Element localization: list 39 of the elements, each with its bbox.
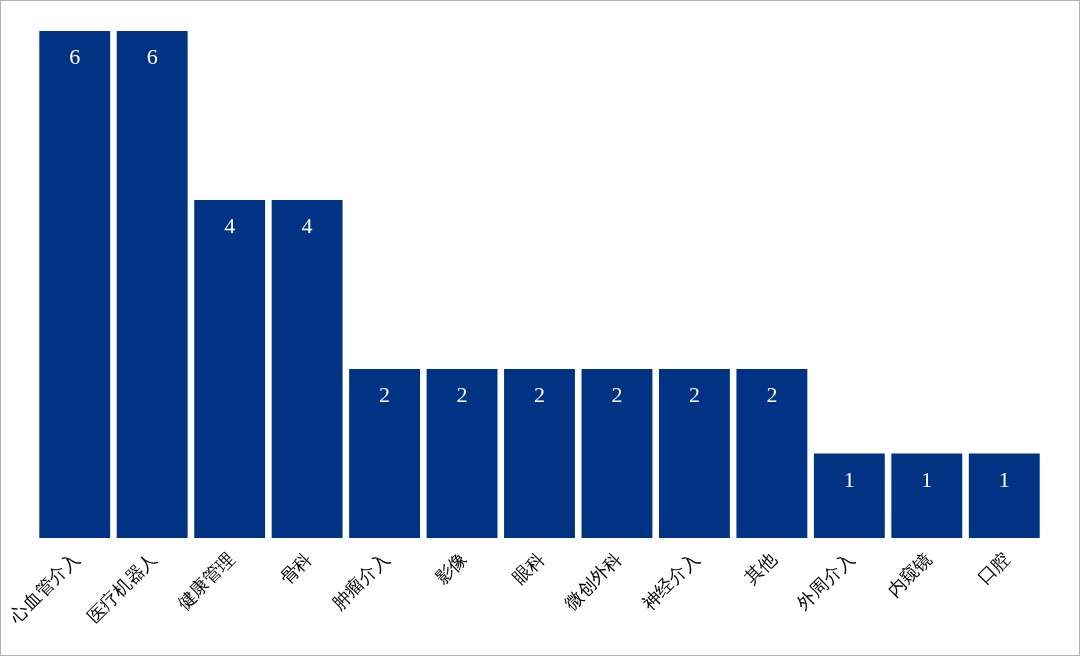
- data-label: 2: [766, 382, 778, 407]
- bar: [194, 200, 266, 538]
- bar: [349, 369, 421, 538]
- x-tick-label: 眼科: [508, 548, 549, 589]
- bar: [504, 369, 575, 538]
- x-tick-label: 口腔: [973, 548, 1014, 589]
- x-tick-label: 外周介入: [793, 548, 859, 614]
- x-tick-label: 神经介入: [638, 548, 704, 614]
- x-tick-label: 影像: [431, 548, 471, 589]
- data-label: 4: [301, 213, 313, 238]
- data-label: 1: [843, 466, 855, 492]
- bar: [813, 453, 885, 538]
- data-label: 2: [456, 382, 468, 407]
- data-label: 2: [379, 382, 391, 407]
- data-label: 1: [921, 466, 933, 492]
- data-label: 6: [69, 44, 81, 69]
- bar: [736, 369, 808, 538]
- bar: [426, 369, 498, 538]
- x-tick-label: 心血管介入: [5, 548, 84, 628]
- bar: [891, 453, 963, 538]
- data-label: 2: [688, 382, 700, 407]
- bar: [271, 200, 343, 538]
- x-tick-label: 内窥镜: [883, 548, 936, 602]
- bar: [581, 369, 653, 538]
- bar: [658, 369, 730, 538]
- bar: [39, 31, 111, 538]
- data-label: 2: [611, 382, 623, 407]
- x-tick-label: 医疗机器人: [83, 548, 162, 627]
- x-tick-label: 骨科: [276, 548, 316, 589]
- data-label: 4: [224, 213, 236, 238]
- bar: [968, 453, 1040, 538]
- data-label: 2: [534, 382, 545, 407]
- data-label: 1: [998, 466, 1010, 492]
- x-tick-label: 肿瘤介入: [328, 548, 394, 614]
- x-tick-label: 其他: [741, 548, 781, 589]
- data-label: 6: [146, 44, 158, 69]
- x-tick-label: 微创外科: [560, 548, 626, 614]
- x-tick-label: 健康管理: [173, 548, 239, 614]
- bar: [116, 31, 188, 538]
